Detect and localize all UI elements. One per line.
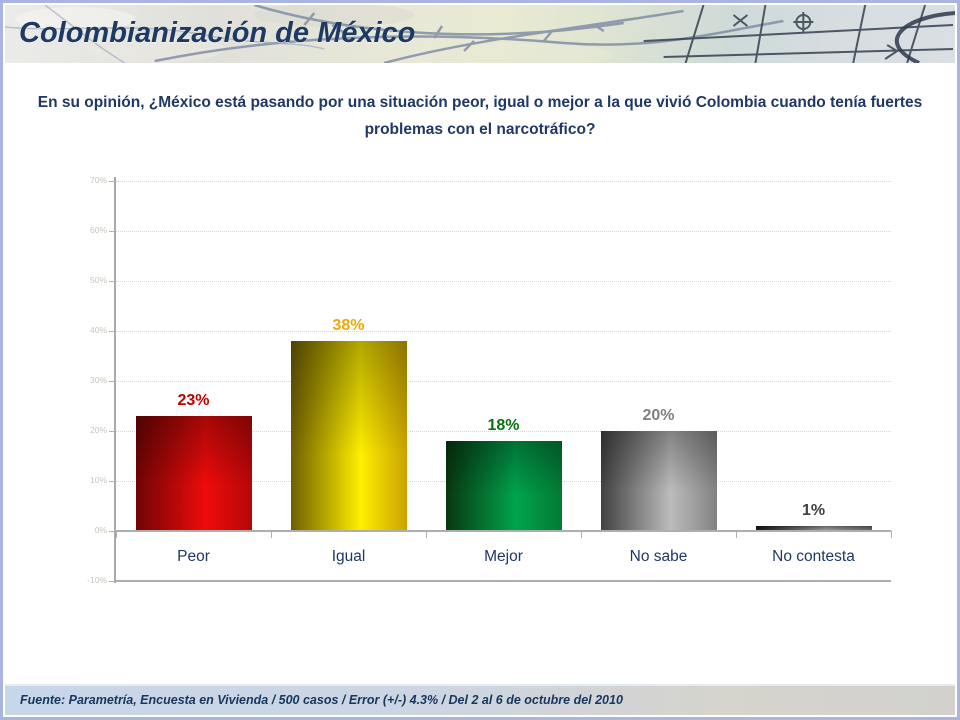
x-axis-zero-line <box>116 530 891 532</box>
bar-no-contesta <box>755 526 872 531</box>
barbed-wire-banner-image <box>5 5 955 63</box>
gridline <box>116 431 891 432</box>
category-boundary-tick <box>736 531 737 538</box>
bar-no-sabe <box>600 431 717 531</box>
bar-value-label: 1% <box>801 502 826 519</box>
y-axis-tick <box>109 431 114 432</box>
y-axis-tick <box>109 381 114 382</box>
y-axis-tick-label: 70% <box>89 175 107 185</box>
y-axis-tick <box>109 281 114 282</box>
category-label: Peor <box>177 548 210 565</box>
y-axis-tick-label: 60% <box>89 225 107 235</box>
y-axis-tick-label: 30% <box>89 375 107 385</box>
source-citation: Fuente: Parametría, Encuesta en Vivienda… <box>20 693 623 707</box>
y-axis-tick-label: 10% <box>89 475 107 485</box>
y-axis-tick <box>109 481 114 482</box>
bar-chart: 70% 60% 50% 40% 30% 20% 10% 0% -10% 23% Peor 38% Igu… <box>3 3 957 717</box>
gridline <box>116 181 891 182</box>
category-boundary-tick <box>581 531 582 538</box>
y-axis-line <box>114 177 116 583</box>
y-axis-tick-label: 20% <box>89 425 107 435</box>
y-axis-tick-label: 0% <box>94 525 107 535</box>
bar-mejor <box>445 441 562 531</box>
y-axis-tick-label: 40% <box>89 325 107 335</box>
category-band-bottom-line <box>116 580 891 582</box>
bar-igual <box>290 341 407 531</box>
bar-value-label: 20% <box>642 407 675 424</box>
category-label: No contesta <box>772 548 855 565</box>
gridline <box>116 331 891 332</box>
gridline <box>116 281 891 282</box>
bar-value-label: 23% <box>177 392 210 409</box>
category-boundary-tick <box>426 531 427 538</box>
category-label: Mejor <box>484 548 523 565</box>
y-axis-tick <box>109 231 114 232</box>
y-axis-tick <box>109 181 114 182</box>
gridline <box>116 381 891 382</box>
category-label: Igual <box>331 548 366 565</box>
footer-band: Fuente: Parametría, Encuesta en Vivienda… <box>5 684 955 715</box>
y-axis-tick <box>109 531 114 532</box>
y-axis-tick-label: -10% <box>87 575 107 585</box>
bar-value-label: 38% <box>332 317 365 334</box>
y-axis-tick <box>109 581 114 582</box>
gridline <box>116 231 891 232</box>
y-axis-tick <box>109 331 114 332</box>
header-banner: Colombianización de México <box>5 5 955 63</box>
survey-question-text: En su opinión, ¿México está pasando por … <box>37 94 923 139</box>
bar-peor <box>135 416 252 531</box>
category-label: No sabe <box>629 548 688 565</box>
category-boundary-tick <box>116 531 117 538</box>
bar-value-label: 18% <box>487 417 520 434</box>
y-axis-tick-label: 50% <box>89 275 107 285</box>
category-boundary-tick <box>891 531 892 538</box>
slide-title: Colombianización de México <box>19 16 416 49</box>
category-boundary-tick <box>271 531 272 538</box>
